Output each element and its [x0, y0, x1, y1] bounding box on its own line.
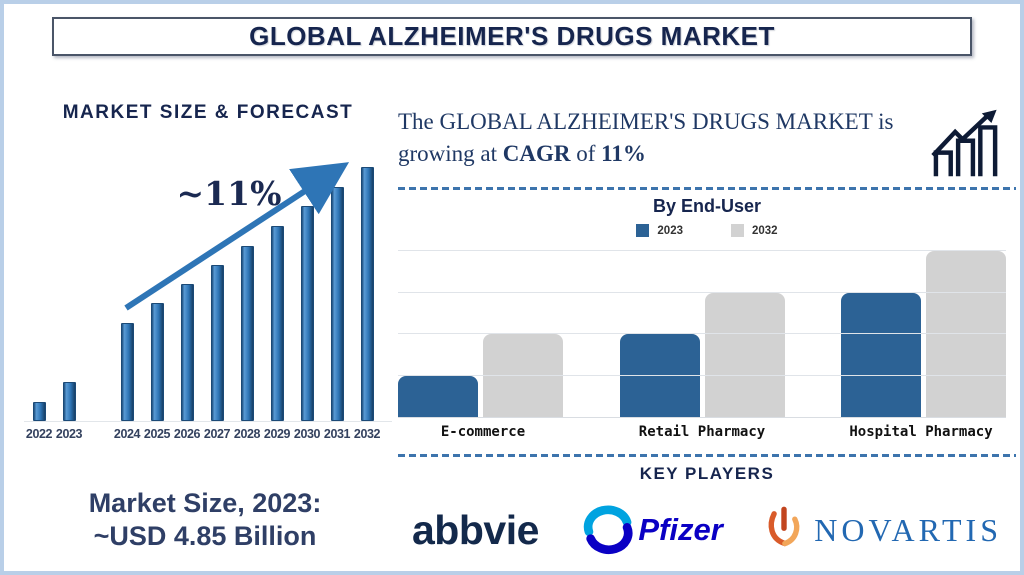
- end-user-legend: 2023 2032: [398, 224, 1016, 237]
- market-size-callout: Market Size, 2023: ~USD 4.85 Billion: [24, 487, 386, 553]
- legend-label: 2032: [752, 224, 778, 237]
- forecast-bar-slot: [232, 246, 262, 421]
- abbvie-logo: abbvie: [412, 507, 539, 554]
- pfizer-logo: Pfizer: [582, 504, 723, 556]
- end-user-bar-2032: [926, 251, 1006, 417]
- forecast-bar-slot: [142, 303, 172, 421]
- pfizer-wordmark: Pfizer: [638, 512, 723, 547]
- forecast-year-label: 2027: [203, 427, 231, 441]
- dashed-separator-bottom: [398, 454, 1016, 457]
- right-section: The GLOBAL ALZHEIMER'S DRUGS MARKET is g…: [398, 100, 1016, 570]
- gridline: [398, 291, 1006, 293]
- cagr-banner: The GLOBAL ALZHEIMER'S DRUGS MARKET is g…: [398, 100, 1016, 186]
- title-banner: GLOBAL ALZHEIMER'S DRUGS MARKET: [52, 17, 972, 56]
- end-user-group-0: [398, 334, 563, 417]
- key-players-heading: KEY PLAYERS: [639, 464, 775, 483]
- forecast-bar-slot: [262, 226, 292, 421]
- forecast-year-label: 2029: [263, 427, 291, 441]
- forecast-year-label: 2024: [113, 427, 141, 441]
- novartis-wordmark: NOVARTIS: [814, 511, 1002, 548]
- end-user-group-1: [619, 292, 785, 417]
- end-user-category-labels: E-commerce Retail Pharmacy Hospital Pharma…: [398, 424, 1006, 440]
- end-user-bar-2032: [483, 334, 563, 417]
- page-title: GLOBAL ALZHEIMER'S DRUGS MARKET: [249, 21, 775, 51]
- forecast-bar-2023: [62, 382, 76, 421]
- forecast-bar-2024: [120, 323, 134, 421]
- forecast-bar-2030: [300, 206, 314, 421]
- forecast-bar-2029: [270, 226, 284, 421]
- forecast-heading: MARKET SIZE & FORECAST: [62, 102, 354, 123]
- forecast-bar-2022: [32, 402, 46, 421]
- end-user-bar-2023: [398, 375, 478, 417]
- forecast-year-label: 2026: [173, 427, 201, 441]
- forecast-bar-slot: [202, 265, 232, 421]
- key-players-logos: abbvie Pfizer NOVARTIS: [398, 492, 1016, 568]
- legend-label: 2023: [657, 224, 683, 237]
- forecast-year-label: 2030: [293, 427, 321, 441]
- end-user-heading: By End-User: [652, 196, 762, 216]
- forecast-bar-slot: [24, 402, 54, 421]
- forecast-year-labels: 2022 2023 2024 2025 2026 2027 2028 2029 2030 2031…: [24, 427, 392, 441]
- forecast-bar-2032: [360, 167, 374, 421]
- forecast-bar-2026: [180, 284, 194, 421]
- pfizer-swirl-icon: [584, 505, 633, 555]
- end-user-bar-2023: [841, 292, 921, 417]
- end-user-category-label: Hospital Pharmacy: [849, 424, 993, 440]
- growth-annotation: ~11%: [176, 174, 282, 213]
- cagr-statement: The GLOBAL ALZHEIMER'S DRUGS MARKET is g…: [398, 109, 894, 167]
- gridline: [398, 333, 1006, 334]
- end-user-bar-groups: [398, 251, 1006, 417]
- growth-chart-icon: [931, 109, 998, 177]
- forecast-bar-slot: [322, 187, 352, 421]
- end-user-bar-2032: [704, 292, 785, 417]
- end-user-bar-2023: [619, 334, 700, 417]
- forecast-bar-slot: [54, 382, 84, 421]
- forecast-section: MARKET SIZE & FORECAST 2022 2023 2024 2025 2…: [24, 102, 392, 441]
- end-user-chart: [398, 248, 1006, 418]
- novartis-flame-icon: [768, 506, 800, 547]
- forecast-chart: 2022 2023 2024 2025 2026 2027 2028 2029 2030 2031…: [24, 158, 392, 441]
- market-size-line2: ~USD 4.85 Billion: [93, 520, 317, 551]
- forecast-year-label: 2023: [55, 427, 83, 441]
- forecast-bar-2025: [150, 303, 164, 421]
- end-user-category-label: E-commerce: [440, 424, 526, 440]
- abbvie-wordmark: abbvie: [412, 506, 539, 553]
- novartis-logo: NOVARTIS: [766, 506, 1002, 554]
- dashed-separator-top: [398, 187, 1016, 190]
- forecast-year-label: 2022: [25, 427, 53, 441]
- forecast-bar-slot: [172, 284, 202, 421]
- forecast-bar-2028: [240, 246, 254, 421]
- end-user-group-2: [841, 251, 1006, 417]
- forecast-bar-slot: [112, 323, 142, 421]
- end-user-category-label: Retail Pharmacy: [638, 424, 766, 440]
- legend-item-2023: 2023: [636, 224, 683, 237]
- forecast-bar-slot: [292, 206, 322, 421]
- legend-chip: [731, 224, 744, 237]
- forecast-year-label: 2028: [233, 427, 261, 441]
- forecast-year-label: 2032: [353, 427, 381, 441]
- market-size-line1: Market Size, 2023:: [88, 488, 322, 518]
- gridline: [398, 374, 1006, 376]
- forecast-bar-2027: [210, 265, 224, 421]
- legend-item-2032: 2032: [731, 224, 778, 237]
- forecast-year-label: 2031: [323, 427, 351, 441]
- legend-chip: [636, 224, 650, 237]
- forecast-bar-slot: [352, 167, 382, 421]
- forecast-bar-2031: [330, 187, 344, 421]
- forecast-year-label: 2025: [143, 427, 171, 441]
- gridline: [398, 250, 1006, 251]
